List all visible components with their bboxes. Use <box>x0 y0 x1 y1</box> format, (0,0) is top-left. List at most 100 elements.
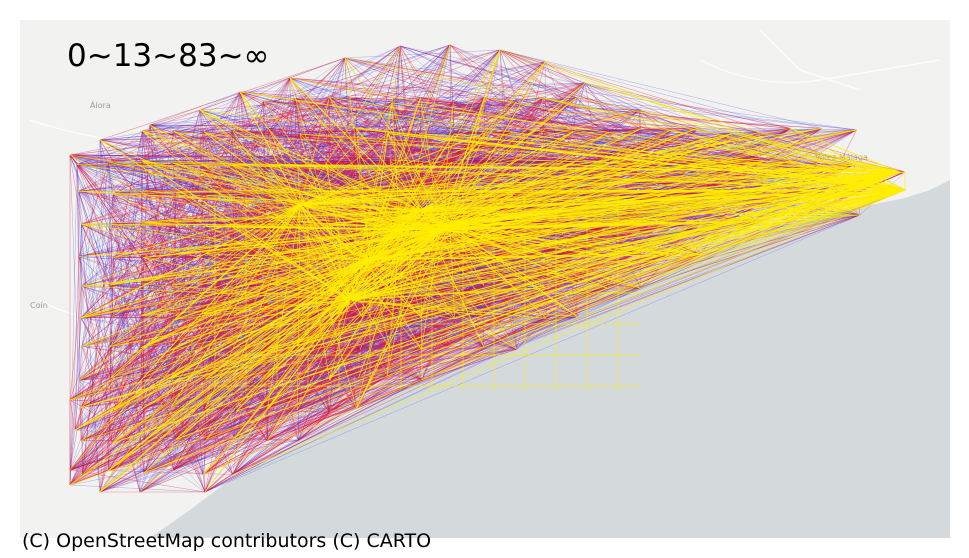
flow-line <box>267 45 401 224</box>
flow-line <box>110 124 151 378</box>
flow-line <box>108 161 265 317</box>
flow-line <box>76 161 109 165</box>
flow-line <box>232 317 331 475</box>
flow-line <box>344 57 760 133</box>
flow-line <box>369 128 641 261</box>
flow-line <box>81 286 141 493</box>
flow-line <box>326 158 357 164</box>
flow-line <box>141 128 357 224</box>
flow-line <box>140 221 641 380</box>
flow-line <box>78 256 101 493</box>
flow-line <box>81 349 361 442</box>
flow-line <box>399 45 517 103</box>
flow-line <box>99 344 331 493</box>
flow-line <box>81 189 906 347</box>
flow-line <box>141 283 234 349</box>
flow-line <box>76 164 80 257</box>
flow-line <box>201 131 205 315</box>
flow-line <box>344 49 501 59</box>
flow-line <box>298 288 351 301</box>
flow-line <box>144 190 454 288</box>
flow-line <box>81 204 301 287</box>
flow-line <box>206 98 296 440</box>
flow-line <box>142 257 236 439</box>
flow-line <box>265 375 388 380</box>
flow-line <box>170 164 203 379</box>
flow-line <box>199 109 327 192</box>
flow-line <box>173 162 700 196</box>
flow-line <box>113 194 142 348</box>
flow-line <box>484 97 791 129</box>
flow-line <box>78 256 145 473</box>
flow-line <box>499 49 546 63</box>
flow-line <box>143 229 401 474</box>
flow-line <box>78 191 114 317</box>
flow-line <box>113 97 577 411</box>
sea-area <box>150 180 950 538</box>
flow-line <box>113 98 296 195</box>
flow-line <box>369 252 669 261</box>
flow-line <box>108 131 327 163</box>
flow-line <box>299 57 346 135</box>
flow-line <box>329 299 351 380</box>
flow-line <box>573 97 577 132</box>
flow-line <box>329 159 609 380</box>
flow-line <box>81 224 206 380</box>
flow-line <box>142 259 371 409</box>
flow-line <box>200 221 389 285</box>
flow-line <box>205 189 906 380</box>
flow-line <box>81 223 390 348</box>
flow-line <box>449 162 698 226</box>
flow-line <box>439 229 641 289</box>
flow-line <box>81 194 114 347</box>
flow-line <box>141 128 357 161</box>
flow-line <box>542 97 609 133</box>
flow-line <box>69 195 207 471</box>
flow-line <box>69 61 546 156</box>
flow-line <box>299 133 351 301</box>
flow-line <box>144 348 517 474</box>
flow-line <box>759 128 791 133</box>
flow-line <box>204 221 641 493</box>
flow-line <box>78 224 82 381</box>
flow-line <box>113 163 269 258</box>
flow-line <box>239 91 360 196</box>
flow-line <box>484 97 574 132</box>
flow-line <box>170 378 330 413</box>
flow-line <box>576 189 906 226</box>
flow-line <box>74 57 346 431</box>
flow-line <box>80 164 203 408</box>
flow-line <box>232 130 547 163</box>
flow-line <box>239 91 423 164</box>
flow-line <box>81 229 401 319</box>
flow-line <box>454 131 574 135</box>
flow-line <box>140 347 145 441</box>
flow-line <box>199 57 346 111</box>
flow-line <box>499 49 701 141</box>
flow-line <box>76 164 357 409</box>
flow-line <box>231 45 401 165</box>
flow-line <box>110 313 202 379</box>
flow-line <box>74 346 484 431</box>
flow-line <box>113 256 265 258</box>
flow-line <box>547 253 578 256</box>
flow-line <box>349 171 906 301</box>
flow-line <box>149 97 421 126</box>
flow-line <box>69 318 455 471</box>
flow-line <box>172 131 204 164</box>
flow-line <box>201 299 351 315</box>
flow-line <box>113 98 296 195</box>
flow-line <box>235 229 401 288</box>
flow-line <box>790 128 901 173</box>
flow-line <box>369 259 517 350</box>
flow-line <box>449 127 547 226</box>
flow-line <box>369 220 641 261</box>
flow-line <box>69 154 173 286</box>
flow-line <box>173 229 401 255</box>
flow-line <box>232 378 298 381</box>
flow-line <box>81 124 151 347</box>
flow-line <box>297 346 451 411</box>
flow-line <box>99 408 357 493</box>
flow-line <box>99 101 517 141</box>
flow-line <box>349 299 547 319</box>
